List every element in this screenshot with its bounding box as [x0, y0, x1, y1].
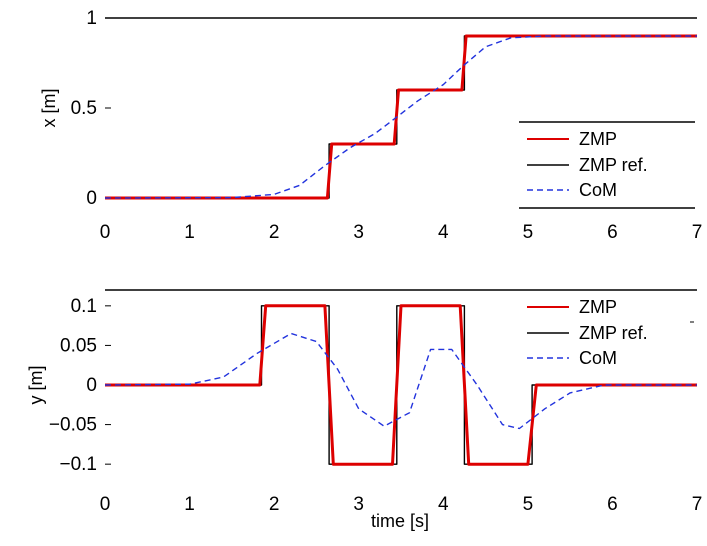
legend-label: ZMP ref. [579, 155, 648, 175]
x-tick-label: 4 [438, 494, 449, 515]
y-tick-label: 0.05 [60, 335, 97, 356]
y-tick-label: 0 [86, 375, 97, 396]
x-tick-label: 7 [692, 494, 703, 515]
x-tick-label: 5 [523, 494, 534, 515]
legend-label: CoM [579, 180, 617, 200]
legend-label: ZMP [579, 297, 617, 317]
x-tick-label: 5 [523, 222, 534, 243]
x-tick-label: 3 [353, 494, 364, 515]
x-tick-label: 0 [100, 222, 111, 243]
x-tick-label: 1 [184, 222, 195, 243]
series-line-com [104, 332, 697, 430]
x-tick-label: 6 [607, 222, 618, 243]
legend: ZMP ZMP ref. CoM [519, 121, 695, 209]
x-tick-label: 2 [269, 222, 280, 243]
y-tick-label: 0 [86, 188, 97, 209]
x-tick-label: 0 [100, 494, 111, 515]
x-tick-label: 7 [692, 222, 703, 243]
x-axis-label: time [s] [371, 511, 429, 531]
series-line-com [104, 35, 697, 199]
y-tick-label: 1 [86, 8, 97, 29]
x-tick-label: 2 [269, 494, 280, 515]
x-tick-label: 4 [438, 222, 449, 243]
y-tick-label: 0.5 [71, 98, 97, 119]
legend-label: ZMP ref. [579, 323, 648, 343]
x-tick-label: 1 [184, 494, 195, 515]
y-tick-label: −0.1 [59, 454, 97, 475]
x-position-plot: 0 1 2 3 4 5 6 7 0 0.5 1 x [m] ZMP ZMP ref. CoM [39, 8, 702, 243]
y-axis-label: y [m] [26, 366, 46, 405]
series-line-zmp [105, 304, 697, 466]
legend: ZMP ZMP ref. CoM [519, 295, 695, 373]
x-tick-label: 3 [353, 222, 364, 243]
y-position-plot: 0 1 2 3 4 5 6 7 0.1 0.05 0 −0.05 −0.1 y [m] time [s] ZM… [26, 289, 703, 531]
legend-label: ZMP [579, 129, 617, 149]
y-axis-label: x [m] [39, 89, 59, 128]
legend-label: CoM [579, 348, 617, 368]
x-tick-label: 6 [607, 494, 618, 515]
y-tick-label: 0.1 [71, 296, 97, 317]
y-tick-label: −0.05 [49, 415, 97, 436]
